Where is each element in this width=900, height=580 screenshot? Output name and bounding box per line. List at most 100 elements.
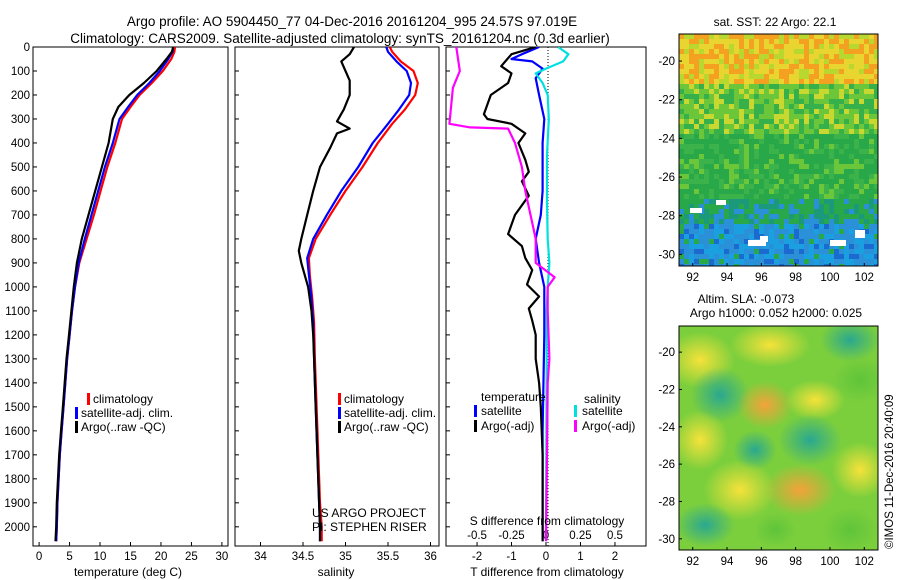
y-tick-label: 1800 [4, 474, 30, 486]
series-climatology [307, 47, 419, 542]
sst-map-title: sat. SST: 22 Argo: 22.1 [714, 15, 837, 29]
legend-label-argo-raw: Argo(..raw -QC) [81, 420, 166, 434]
series-temperature-argo-adj [482, 47, 544, 542]
project-credit: US ARGO PROJECT [312, 506, 427, 520]
legend-swatch-satellite-adj [75, 407, 78, 419]
map-y-tick-label: -26 [658, 459, 675, 471]
map-x-tick-label: 92 [686, 556, 699, 568]
legend-swatch-climatology [338, 393, 341, 405]
legend-heading-temperature: temperature [481, 390, 546, 404]
y-tick-label: 900 [11, 258, 30, 270]
legend-swatch-s-argo [574, 420, 577, 432]
legend-label-t-satellite: satellite [481, 404, 522, 418]
y-tick-label: 200 [11, 90, 30, 102]
map-x-tick-label: 92 [686, 272, 699, 284]
series-salinity-argo-adj [448, 47, 556, 542]
x-tick-label: 5 [66, 551, 72, 563]
map-x-tick-label: 94 [721, 272, 734, 284]
legend-label-s-argo: Argo(-adj) [582, 419, 635, 433]
title-line-1: Argo profile: AO 5904450_77 04-Dec-2016 … [127, 14, 577, 29]
y-tick-label: 300 [11, 114, 30, 126]
x-tick-label: 34.5 [292, 551, 314, 563]
legend-label-argo-raw: Argo(..raw -QC) [344, 420, 429, 434]
x-tick-label: 36 [424, 551, 437, 563]
s-diff-tick-label: 0.25 [569, 530, 591, 542]
y-tick-label: 1500 [4, 402, 30, 414]
map-y-tick-label: -24 [658, 133, 675, 145]
y-tick-label: 2000 [4, 522, 30, 534]
temperature-axis-label: temperature (deg C) [74, 565, 182, 579]
series-salinity-satellite [534, 47, 570, 542]
y-tick-label: 1400 [4, 378, 30, 390]
sla-map-title-2: Argo h1000: 0.052 h2000: 0.025 [690, 306, 862, 320]
legend-swatch-satellite-adj [338, 407, 341, 419]
map-x-tick-label: 98 [789, 556, 802, 568]
temperature-legend: climatology satellite-adj. clim. Argo(..… [75, 392, 173, 434]
map-y-tick-label: -20 [658, 347, 675, 359]
map-y-tick-label: -26 [658, 172, 675, 184]
legend-label-satellite-adj: satellite-adj. clim. [344, 406, 436, 420]
map-x-tick-label: 102 [855, 272, 874, 284]
pi-credit: PI: STEPHEN RISER [312, 520, 427, 534]
map-x-tick-label: 102 [855, 556, 874, 568]
x-tick-label: 20 [155, 551, 168, 563]
y-tick-label: 1600 [4, 426, 30, 438]
x-tick-label: 34 [254, 551, 267, 563]
timestamp-credit: ©IMOS 11-Dec-2016 20:40:09 [884, 394, 896, 549]
x-tick-label: 15 [124, 551, 137, 563]
y-tick-label: 500 [11, 162, 30, 174]
map-y-tick-label: -22 [658, 95, 675, 107]
sst-map [679, 34, 878, 266]
y-tick-label: 700 [11, 210, 30, 222]
salinity-panel [234, 46, 440, 547]
sla-map [679, 326, 878, 550]
x-tick-label: 0 [543, 551, 549, 563]
y-tick-label: 400 [11, 138, 30, 150]
x-tick-label: 1 [577, 551, 583, 563]
legend-label-climatology: climatology [93, 392, 153, 406]
map-y-tick-label: -28 [658, 496, 675, 508]
x-tick-label: 30 [216, 551, 229, 563]
series-argo-raw-qc [297, 47, 355, 542]
y-tick-label: 1300 [4, 354, 30, 366]
y-tick-label: 1100 [5, 306, 30, 318]
y-tick-label: 1700 [4, 450, 30, 462]
legend-heading-salinity: salinity [584, 392, 621, 406]
series-temperature-satellite [510, 47, 546, 542]
map-y-tick-label: -24 [658, 422, 675, 434]
map-x-tick-label: 96 [755, 556, 768, 568]
y-tick-label: 0 [24, 42, 30, 54]
legend-label-s-satellite: satellite [582, 404, 623, 418]
s-difference-axis-label: S difference from climatology [470, 514, 625, 528]
x-tick-label: 10 [94, 551, 107, 563]
legend-swatch-argo-raw [338, 421, 341, 433]
legend-swatch-climatology [87, 393, 90, 405]
map-x-tick-label: 96 [755, 272, 768, 284]
difference-legend: temperature salinity satellite Argo(-adj… [474, 390, 635, 433]
temperature-panel [32, 46, 229, 547]
map-x-tick-label: 98 [789, 272, 802, 284]
series-argo-raw-qc [54, 47, 175, 542]
x-tick-label: 25 [185, 551, 198, 563]
x-tick-label: 35.5 [377, 551, 399, 563]
map-x-tick-label: 94 [721, 556, 734, 568]
map-x-tick-label: 100 [820, 272, 839, 284]
x-tick-label: 35 [339, 551, 352, 563]
y-tick-label: 1200 [4, 330, 30, 342]
map-y-tick-label: -30 [658, 249, 675, 261]
x-tick-label: -2 [472, 551, 482, 563]
map-x-tick-label: 100 [820, 556, 839, 568]
y-tick-label: 600 [11, 186, 30, 198]
y-tick-label: 1900 [4, 498, 30, 510]
legend-label-satellite-adj: satellite-adj. clim. [81, 406, 173, 420]
x-tick-label: 2 [612, 551, 618, 563]
t-difference-axis-label: T difference from climatology [470, 565, 624, 579]
legend-swatch-t-satellite [474, 405, 477, 417]
legend-swatch-argo-raw [75, 421, 78, 433]
map-y-tick-label: -20 [658, 56, 675, 68]
s-diff-tick-label: -0.5 [467, 530, 487, 542]
legend-label-climatology: climatology [344, 392, 404, 406]
legend-swatch-s-satellite [574, 405, 577, 417]
legend-label-t-argo: Argo(-adj) [481, 419, 534, 433]
x-tick-label: 0 [36, 551, 42, 563]
